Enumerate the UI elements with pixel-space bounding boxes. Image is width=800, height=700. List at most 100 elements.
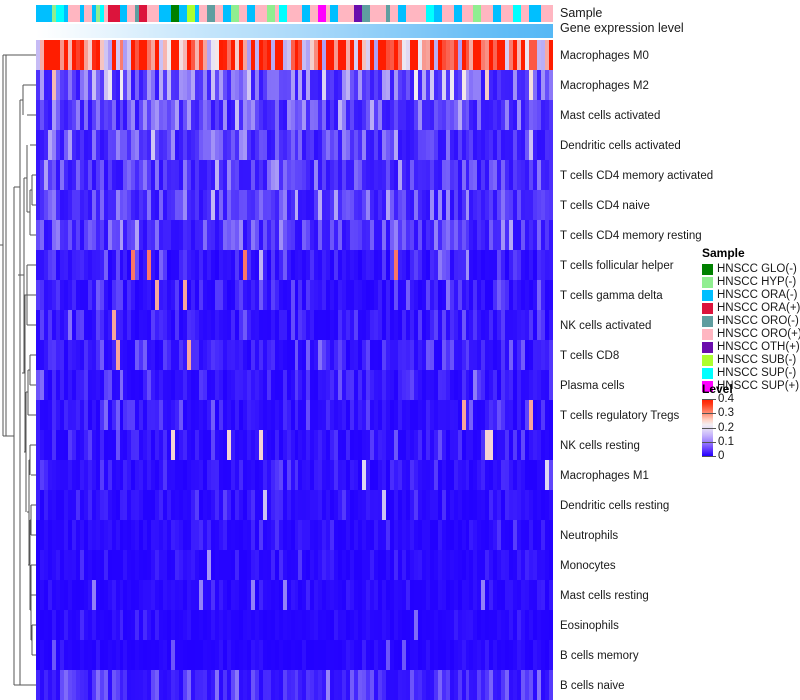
heatmap-cell xyxy=(79,190,85,220)
heatmap-cell xyxy=(159,310,164,340)
heatmap-cell xyxy=(143,670,148,700)
heatmap-cell xyxy=(366,250,371,280)
heatmap-cell xyxy=(350,550,355,580)
heatmap-cell xyxy=(83,250,89,280)
sample-annotation-cell xyxy=(163,5,168,22)
heatmap-cell xyxy=(214,520,220,550)
heatmap-cell xyxy=(385,160,391,190)
heatmap-cell xyxy=(318,220,323,250)
heatmap-cell xyxy=(99,100,105,130)
sample-annotation-cell xyxy=(83,5,89,22)
heatmap-cell xyxy=(242,250,248,280)
heatmap-cell xyxy=(51,250,57,280)
sample-annotation-cell xyxy=(374,5,379,22)
heatmap-cell xyxy=(485,130,490,160)
heatmap-cell xyxy=(230,640,236,670)
heatmap-cell xyxy=(409,100,415,130)
heatmap-cell xyxy=(326,580,331,610)
heatmap-cell xyxy=(266,490,272,520)
heatmap-cell xyxy=(191,460,196,490)
heatmap-cell xyxy=(83,610,89,640)
heatmap-cell xyxy=(91,100,97,130)
heatmap-cell xyxy=(441,610,447,640)
heatmap-cell xyxy=(246,520,252,550)
heatmap-cell xyxy=(47,370,53,400)
heatmap-cell xyxy=(441,490,447,520)
heatmap-cell xyxy=(230,160,236,190)
heatmap-cell xyxy=(111,370,117,400)
level-legend-tick-label: 0.4 xyxy=(718,392,734,405)
heatmap-cell xyxy=(358,520,363,550)
heatmap-cell xyxy=(342,280,347,310)
heatmap-cell xyxy=(525,400,530,430)
heatmap-cell xyxy=(159,190,164,220)
heatmap-cell xyxy=(282,550,288,580)
heatmap-cell xyxy=(179,70,184,100)
heatmap-cell xyxy=(95,550,101,580)
heatmap-cell xyxy=(226,550,232,580)
heatmap-cell xyxy=(441,100,447,130)
heatmap-cell xyxy=(381,580,387,610)
heatmap-cell xyxy=(278,250,284,280)
heatmap-cell xyxy=(218,610,224,640)
heatmap-cell xyxy=(405,250,411,280)
heatmap-cell xyxy=(501,250,506,280)
heatmap-cell xyxy=(179,430,184,460)
heatmap-cell xyxy=(191,280,196,310)
heatmap-cell xyxy=(537,100,542,130)
heatmap-cell xyxy=(397,610,403,640)
heatmap-cell xyxy=(314,280,319,310)
heatmap-cell xyxy=(282,40,288,70)
heatmap-cell xyxy=(529,550,534,580)
heatmap-cell xyxy=(501,130,506,160)
heatmap-cell xyxy=(135,430,140,460)
gene-expression-annotation-title: Gene expression level xyxy=(560,21,684,35)
heatmap-cell xyxy=(107,400,113,430)
heatmap-cell xyxy=(139,610,144,640)
heatmap-cell xyxy=(330,640,335,670)
heatmap-cell xyxy=(501,400,506,430)
heatmap-cell xyxy=(151,310,156,340)
heatmap-cell xyxy=(203,40,208,70)
heatmap-cell xyxy=(529,580,534,610)
heatmap-cell xyxy=(115,310,120,340)
heatmap-cell xyxy=(449,70,455,100)
heatmap-cell xyxy=(294,220,299,250)
heatmap-cell xyxy=(155,520,160,550)
sample-legend-item: HNSCC ORA(+) xyxy=(702,302,800,315)
heatmap-cell xyxy=(525,310,530,340)
heatmap-cell xyxy=(421,460,427,490)
heatmap-cell xyxy=(517,130,522,160)
heatmap-cell xyxy=(378,70,383,100)
heatmap-cell xyxy=(366,520,371,550)
heatmap-cell xyxy=(238,640,244,670)
heatmap-cell xyxy=(501,460,506,490)
heatmap-cell xyxy=(119,40,124,70)
heatmap-cell xyxy=(67,130,73,160)
heatmap-cell xyxy=(282,670,288,700)
heatmap-cell xyxy=(481,250,486,280)
heatmap-cell xyxy=(545,340,550,370)
heatmap-cell xyxy=(218,280,224,310)
heatmap-cell xyxy=(346,400,351,430)
heatmap-cell xyxy=(314,400,319,430)
heatmap-cell xyxy=(493,40,498,70)
heatmap-cell xyxy=(330,190,335,220)
heatmap-cell xyxy=(342,100,347,130)
heatmap-cell xyxy=(47,400,53,430)
heatmap-cell xyxy=(87,400,93,430)
sample-annotation-cell xyxy=(155,5,160,22)
heatmap-cell xyxy=(393,580,399,610)
heatmap-cell xyxy=(187,400,192,430)
heatmap-cell xyxy=(155,280,160,310)
heatmap-cell xyxy=(214,220,220,250)
heatmap-cell xyxy=(401,160,407,190)
heatmap-cell xyxy=(330,250,335,280)
heatmap-cell xyxy=(203,250,208,280)
heatmap-cell xyxy=(203,370,208,400)
heatmap-cell xyxy=(545,100,550,130)
heatmap-cell xyxy=(366,400,371,430)
heatmap-cell xyxy=(417,460,423,490)
heatmap-cell xyxy=(385,430,391,460)
sample-annotation-cell xyxy=(258,5,264,22)
